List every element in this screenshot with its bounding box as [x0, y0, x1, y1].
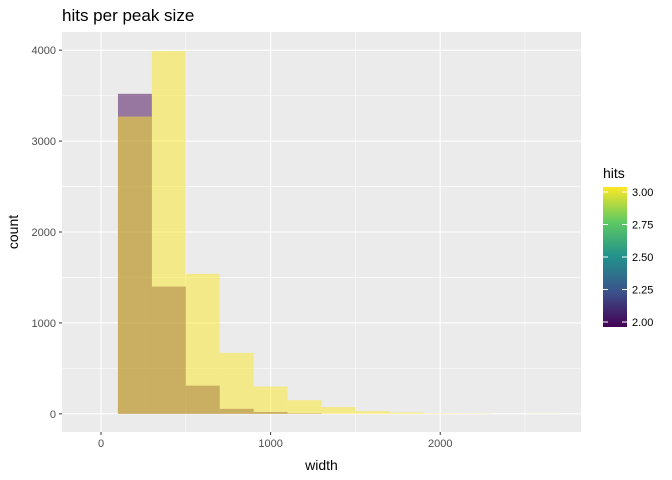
y-tick-label: 1000 — [32, 318, 56, 330]
legend: hits 3.00 2.75 2.50 2.25 2.00 — [603, 165, 653, 329]
histogram-bar-hits-3 — [253, 386, 288, 414]
legend-label: 3.00 — [632, 187, 653, 199]
histogram-bar-hits-3 — [151, 51, 186, 414]
x-axis-ticks: 0 1000 2000 — [98, 432, 452, 450]
histogram-bar-hits-3 — [117, 116, 152, 414]
y-axis-ticks: 0 1000 2000 3000 4000 — [32, 45, 62, 421]
histogram-bar-hits-3 — [287, 400, 322, 414]
histogram-bar-hits-3 — [321, 407, 356, 414]
histogram-bar-hits-3 — [185, 273, 220, 414]
legend-label: 2.00 — [632, 317, 653, 329]
chart-title: hits per peak size — [62, 6, 194, 25]
histogram-bar-hits-3 — [389, 412, 424, 414]
y-tick-label: 0 — [50, 409, 56, 421]
x-tick-label: 2000 — [428, 438, 452, 450]
x-tick-label: 0 — [98, 438, 104, 450]
legend-label: 2.25 — [632, 285, 653, 297]
legend-label: 2.75 — [632, 220, 653, 232]
y-tick-label: 3000 — [32, 136, 56, 148]
x-axis-label: width — [304, 457, 338, 473]
y-axis-label: count — [5, 215, 21, 249]
histogram-bar-hits-3 — [219, 352, 254, 414]
legend-labels: 3.00 2.75 2.50 2.25 2.00 — [603, 187, 653, 329]
histogram-bars — [117, 51, 559, 414]
y-tick-label: 4000 — [32, 45, 56, 57]
y-tick-label: 2000 — [32, 227, 56, 239]
legend-label: 2.50 — [632, 252, 653, 264]
legend-title: hits — [603, 165, 625, 181]
histogram-bar-hits-3 — [355, 411, 390, 414]
x-tick-label: 1000 — [258, 438, 282, 450]
